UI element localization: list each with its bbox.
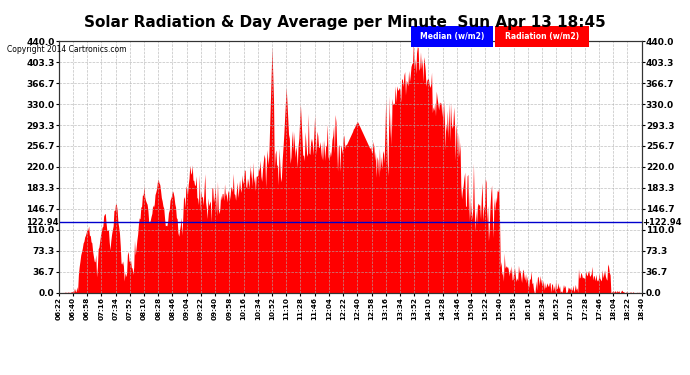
Text: +122.94: +122.94 (642, 218, 682, 227)
Text: 122.94: 122.94 (26, 218, 58, 227)
Text: Radiation (w/m2): Radiation (w/m2) (505, 32, 579, 41)
Text: Solar Radiation & Day Average per Minute  Sun Apr 13 18:45: Solar Radiation & Day Average per Minute… (84, 15, 606, 30)
Text: Median (w/m2): Median (w/m2) (420, 32, 484, 41)
Text: Copyright 2014 Cartronics.com: Copyright 2014 Cartronics.com (7, 45, 126, 54)
